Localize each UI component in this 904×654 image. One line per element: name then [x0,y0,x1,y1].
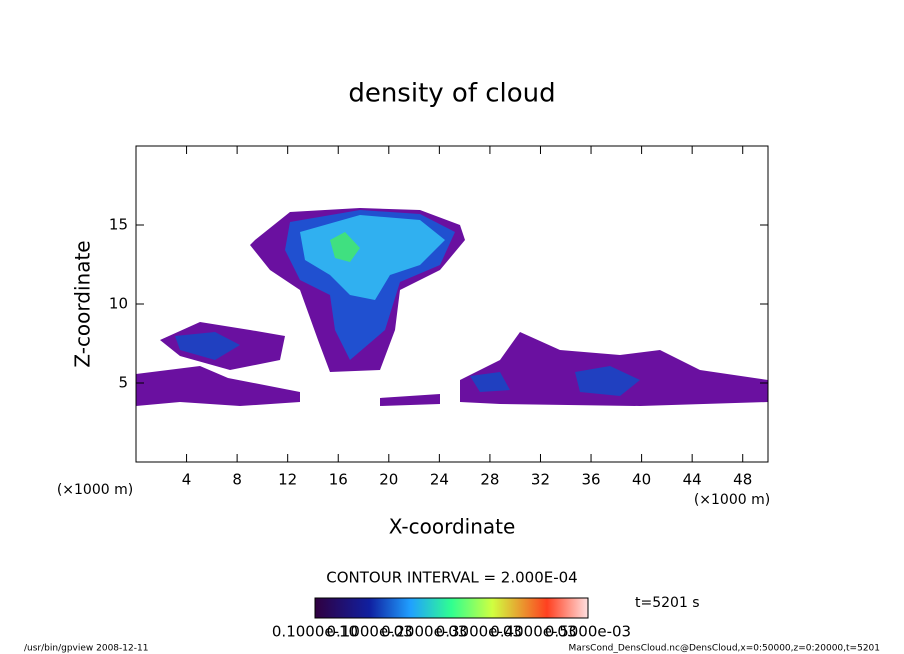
contour-interval: CONTOUR INTERVAL = 2.000E-04 [326,569,577,587]
colorbar-label: 0.2000e-03 [381,623,467,641]
x-tick-label: 20 [379,471,398,489]
x-tick-label: 4 [182,471,192,489]
x-unit-label: (×1000 m) [57,482,133,498]
x-tick-label: 44 [683,471,702,489]
x-tick-label: 12 [278,471,297,489]
x-unit-label: (×1000 m) [694,492,770,508]
plot-frame [135,145,769,463]
time-label: t=5201 s [635,595,700,611]
colorbar [314,597,589,619]
x-tick-label: 48 [733,471,752,489]
chart-title: density of cloud [348,79,555,109]
colorbar-label: 0.1000e-10 [272,623,358,641]
colorbar-label: 0.4000e-03 [490,623,576,641]
colorbar-label: 0.1000e-03 [326,623,412,641]
footer-left: /usr/bin/gpview 2008-12-11 [24,644,148,654]
x-axis-label: X-coordinate [389,515,516,539]
y-axis-label: Z-coordinate [71,240,95,367]
cloud-field [136,208,768,406]
y-tick-label: 15 [109,216,128,234]
y-tick-label: 10 [109,295,128,313]
footer-right: MarsCond_DensCloud.nc@DensCloud,x=0:5000… [569,644,881,654]
x-tick-label: 28 [480,471,499,489]
colorbar-label: 0.3000e-03 [436,623,522,641]
x-tick-label: 8 [232,471,242,489]
x-tick-label: 36 [581,471,600,489]
x-tick-label: 32 [531,471,550,489]
x-tick-label: 16 [329,471,348,489]
y-tick-label: 5 [118,374,128,392]
x-tick-label: 40 [632,471,651,489]
x-tick-label: 24 [430,471,449,489]
colorbar-label: 0.5000e-03 [545,623,631,641]
